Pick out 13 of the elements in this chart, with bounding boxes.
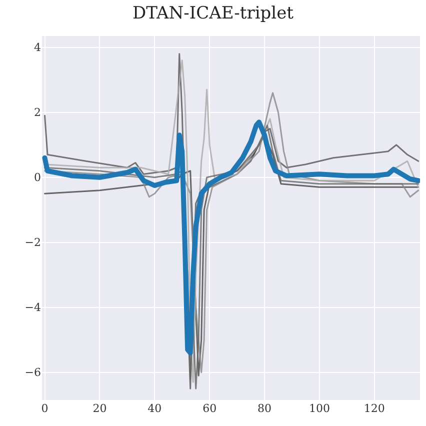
y-tick-label: −4 xyxy=(24,301,41,314)
x-tick-label: 100 xyxy=(308,402,330,415)
y-tick-label: 2 xyxy=(34,106,41,120)
x-tick-label: 120 xyxy=(364,402,385,415)
x-tick-label: 20 xyxy=(92,402,107,415)
y-tick-label: 4 xyxy=(34,41,41,54)
x-tick-label: 40 xyxy=(148,402,162,415)
y-tick-label: 0 xyxy=(34,171,41,184)
y-tick-label: −6 xyxy=(24,366,41,380)
y-tick-label: −2 xyxy=(24,236,41,250)
chart-title: DTAN-ICAE-triplet xyxy=(132,3,294,24)
x-tick-label: 60 xyxy=(202,402,217,415)
x-tick-label: 80 xyxy=(258,402,272,415)
